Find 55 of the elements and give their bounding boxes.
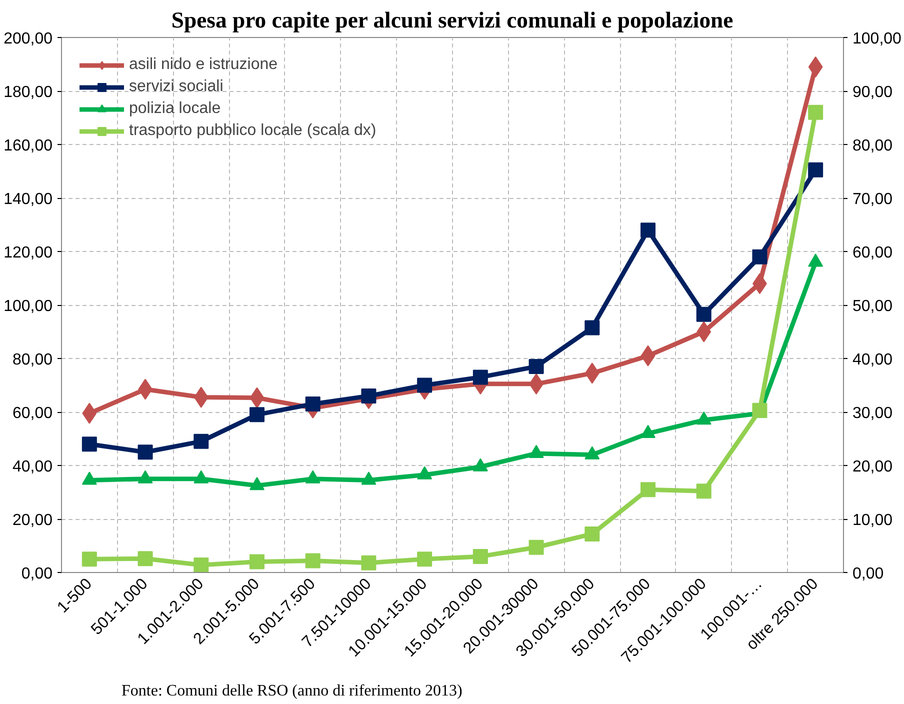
y-tick-label: 20,00 [12, 512, 53, 529]
y2-tick-label: 0,00 [852, 566, 884, 582]
point [250, 554, 264, 570]
point [696, 306, 712, 322]
y2-tick-label: 60,00 [852, 244, 893, 262]
point [472, 370, 488, 385]
point [194, 558, 209, 572]
legend-label: trasporto pubblico locale (scala dx) [129, 122, 376, 140]
point [138, 444, 153, 460]
point [138, 551, 153, 566]
y-tick-label: 100,00 [4, 298, 53, 315]
point [752, 249, 768, 264]
y2-tick-label: 20,00 [852, 458, 893, 476]
point [82, 552, 97, 567]
y-tick-label: 140,00 [4, 191, 53, 208]
y2-tick-label: 30,00 [852, 405, 893, 422]
point [305, 553, 320, 568]
legend-label: polizia locale [129, 100, 221, 118]
y2-tick-label: 10,00 [852, 512, 893, 529]
y2-tick-label: 80,00 [852, 138, 893, 154]
y-tick-label: 40,00 [12, 458, 53, 476]
point [472, 548, 488, 564]
point [361, 555, 376, 570]
y-tick-label: 120,00 [4, 244, 53, 262]
point [417, 552, 432, 567]
y2-tick-label: 90,00 [852, 84, 893, 101]
point [584, 320, 600, 336]
point [808, 104, 824, 120]
y2-tick-label: 50,00 [852, 298, 893, 315]
y-tick-label: 180,00 [4, 84, 53, 101]
point [528, 540, 544, 555]
point [640, 482, 656, 498]
point [194, 434, 209, 449]
y2-tick-label: 40,00 [852, 352, 893, 368]
y2-tick-label: 70,00 [852, 191, 893, 208]
y-tick-label: 80,00 [12, 352, 53, 368]
point [528, 359, 544, 374]
y-tick-label: 60,00 [12, 405, 53, 422]
point [82, 436, 97, 452]
chart-title: Spesa pro capite per alcuni servizi comunali e popolazione [171, 8, 734, 32]
point [808, 162, 824, 178]
point [584, 526, 600, 542]
y-tick-label: 200,00 [4, 30, 53, 48]
y2-tick-label: 100,00 [852, 30, 902, 48]
legend-label: asili nido e istruzione [129, 56, 278, 74]
point [250, 407, 264, 422]
point [417, 378, 432, 393]
point [696, 484, 712, 499]
point [361, 388, 376, 404]
legend-label: servizi sociali [129, 78, 224, 96]
y-tick-label: 160,00 [4, 138, 53, 154]
source-note: Fonte: Comuni delle RSO (anno di riferimento 2013) [122, 682, 462, 700]
y-tick-label: 0,00 [21, 566, 53, 582]
point [640, 222, 656, 238]
point [305, 396, 320, 412]
